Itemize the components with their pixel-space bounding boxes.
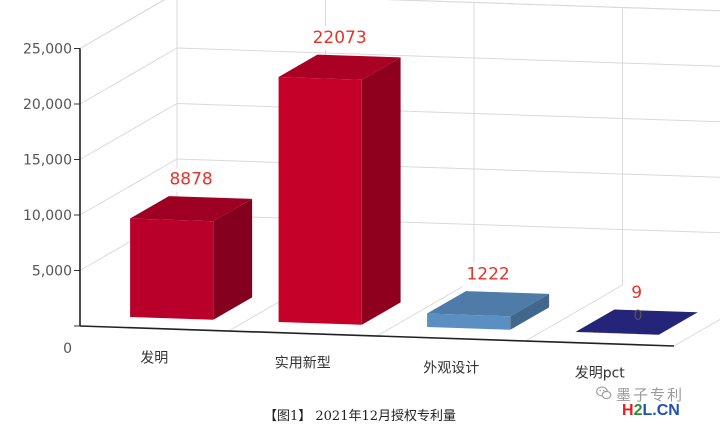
watermark: 墨子专利 H2L.CN	[596, 385, 720, 430]
y-tick-label: 5,000	[32, 264, 72, 280]
gridline	[79, 47, 720, 105]
logo-part: 2	[633, 402, 643, 419]
data-label: 9	[631, 283, 642, 303]
data-label: 22073	[313, 28, 367, 48]
x-axis-labels: 发明 实用新型 外观设计 发明pct	[140, 351, 625, 382]
category-label: 发明pct	[575, 366, 626, 382]
axes: 0	[79, 48, 675, 347]
data-label: 1222	[466, 265, 509, 285]
gridline	[376, 279, 475, 337]
bar-top	[575, 309, 698, 335]
y-tick-label: 0	[63, 341, 72, 357]
logo-part: H	[622, 402, 634, 419]
logo-part: .CN	[652, 402, 680, 419]
back-wall	[176, 0, 720, 270]
watermark-logo: H2L.CN	[622, 402, 680, 420]
data-label: 8878	[169, 170, 212, 190]
data-label-bg	[306, 26, 374, 51]
floor-edge	[673, 318, 720, 347]
category-label: 外观设计	[423, 361, 479, 377]
bar	[278, 54, 401, 325]
gridlines	[79, 0, 720, 342]
zero-label: 0	[634, 308, 643, 324]
category-label: 实用新型	[275, 356, 331, 372]
wall-edge	[79, 0, 166, 49]
bar-top	[427, 291, 550, 317]
gridline	[79, 158, 720, 216]
wechat-icon	[596, 386, 612, 400]
y-tick-label: 20,000	[23, 97, 72, 113]
watermark-text: 墨子专利	[616, 386, 685, 404]
y-tick-label: 10,000	[23, 208, 72, 224]
gridline	[79, 0, 720, 49]
data-label-bg	[625, 281, 649, 306]
bar-side	[510, 293, 550, 330]
category-label: 发明	[140, 351, 168, 367]
bars	[130, 54, 698, 335]
bar	[427, 291, 550, 330]
logo-part: L	[642, 402, 653, 419]
bar-front	[130, 218, 214, 320]
y-tick-label: 25,000	[23, 42, 72, 58]
gridline	[525, 284, 623, 342]
figure-caption: 【图1】 2021年12月授权专利量	[263, 409, 457, 424]
bar	[575, 309, 698, 335]
data-label-bg	[460, 262, 517, 287]
x-axis	[79, 325, 675, 347]
bar-side	[361, 57, 401, 325]
data-label-bg	[163, 167, 220, 192]
gridline	[79, 102, 720, 160]
bar-front	[427, 313, 511, 330]
bar-top	[130, 196, 253, 222]
bar-side	[213, 198, 253, 320]
y-tick-label: 15,000	[23, 153, 72, 169]
bar-top	[278, 54, 401, 80]
bar	[130, 196, 253, 320]
bar-front	[278, 77, 362, 325]
bar-side	[658, 312, 698, 335]
bar-front	[575, 331, 659, 335]
data-labels: 8878 22073 1222 9	[163, 26, 649, 306]
y-axis-ticks: 0 5,000 10,000 15,000 20,000 25,000	[23, 42, 80, 357]
